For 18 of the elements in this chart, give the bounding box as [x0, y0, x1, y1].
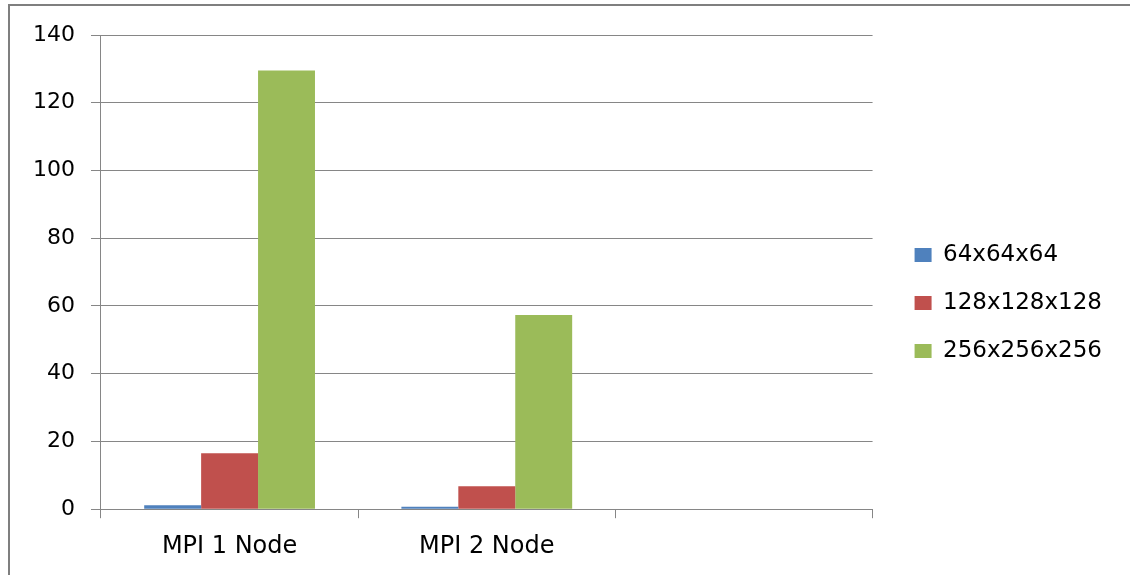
y-tick-label: 100 — [32, 156, 75, 182]
y-tick-label: 20 — [46, 427, 75, 453]
y-tick-label: 120 — [32, 88, 75, 114]
x-tick-label: MPI 1 Node — [161, 530, 298, 559]
bar — [258, 70, 315, 509]
y-tick-label: 80 — [46, 223, 75, 249]
x-tick-label: MPI 2 Node — [419, 530, 555, 559]
bar — [515, 315, 573, 509]
legend-label: 256x256x256 — [943, 335, 1103, 362]
bar — [458, 486, 516, 509]
legend-label: 64x64x64 — [943, 239, 1059, 266]
bar — [144, 505, 202, 509]
bar — [201, 453, 259, 509]
y-tick-label: 40 — [46, 359, 75, 385]
y-tick-label: 0 — [60, 494, 75, 520]
y-tick-label: 60 — [46, 291, 75, 317]
y-tick-label: 140 — [32, 20, 75, 46]
legend-label: 128x128x128 — [943, 287, 1103, 314]
